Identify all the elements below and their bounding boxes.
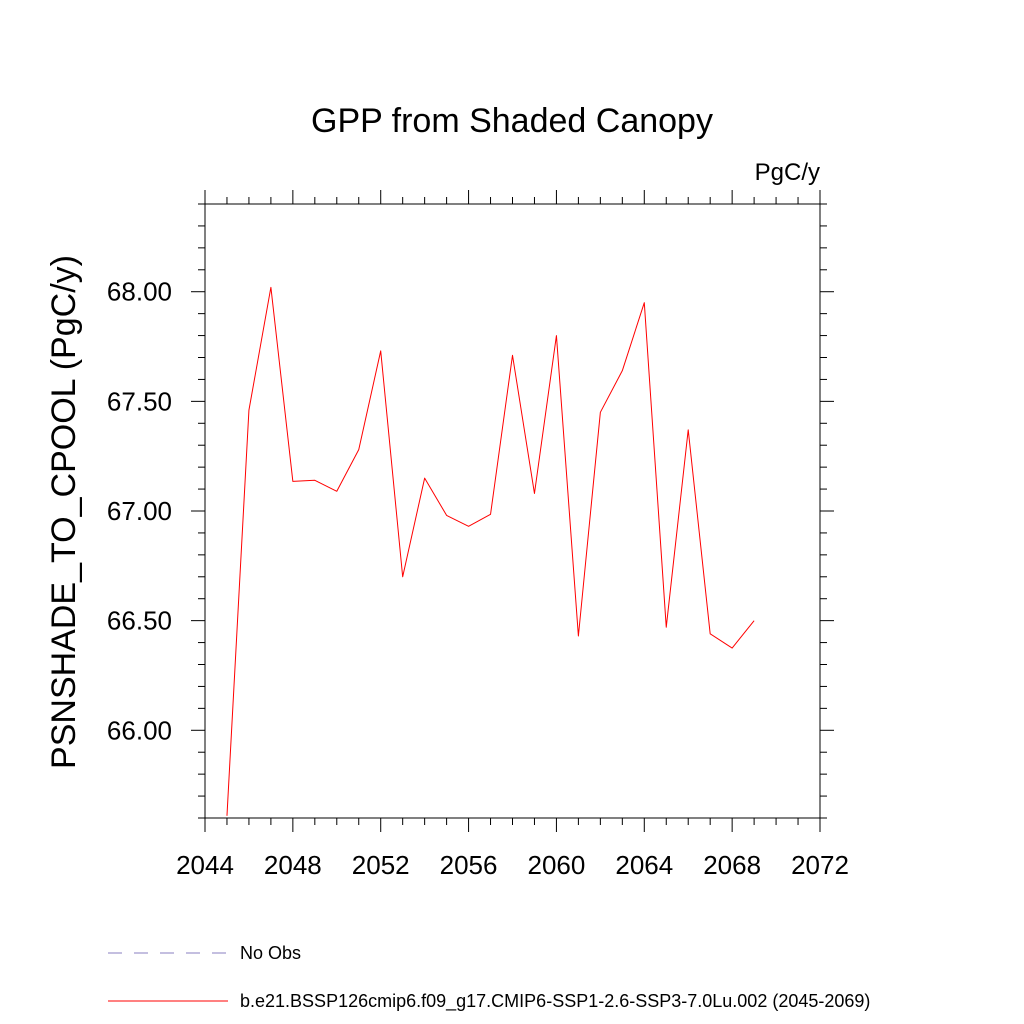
x-tick-label: 2044 bbox=[176, 850, 234, 880]
x-tick-label: 2052 bbox=[352, 850, 410, 880]
x-tick-label: 2068 bbox=[703, 850, 761, 880]
legend-label-series: b.e21.BSSP126cmip6.f09_g17.CMIP6-SSP1-2.… bbox=[240, 991, 870, 1012]
series-layer bbox=[226, 286, 755, 816]
axis-ticks bbox=[191, 190, 834, 832]
series-line bbox=[226, 286, 755, 816]
y-axis-label: PSNSHADE_TO_CPOOL (PgC/y) bbox=[45, 255, 83, 769]
units-label: PgC/y bbox=[755, 159, 820, 186]
plot-frame bbox=[204, 203, 821, 819]
x-tick-label: 2048 bbox=[264, 850, 322, 880]
y-tick-label: 68.00 bbox=[107, 277, 172, 307]
y-tick-label: 66.00 bbox=[107, 715, 172, 745]
x-tick-label: 2060 bbox=[528, 850, 586, 880]
legend: No Obs b.e21.BSSP126cmip6.f09_g17.CMIP6-… bbox=[108, 943, 870, 1012]
y-tick-label: 67.50 bbox=[107, 386, 172, 416]
y-tick-label: 67.00 bbox=[107, 496, 172, 526]
chart-title: GPP from Shaded Canopy bbox=[311, 102, 713, 140]
x-tick-labels: 2044 2048 2052 2056 2060 2064 2068 2072 bbox=[176, 850, 849, 880]
y-tick-labels: 66.00 66.50 67.00 67.50 68.00 bbox=[107, 277, 172, 746]
legend-label-no-obs: No Obs bbox=[240, 943, 301, 963]
x-tick-label: 2056 bbox=[440, 850, 498, 880]
x-tick-label: 2072 bbox=[791, 850, 849, 880]
y-tick-label: 66.50 bbox=[107, 606, 172, 636]
x-tick-label: 2064 bbox=[615, 850, 673, 880]
